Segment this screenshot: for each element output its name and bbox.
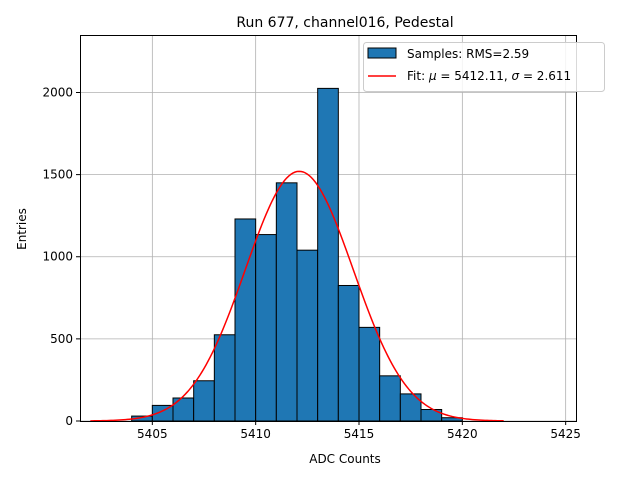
x-axis-ticks: 5405 5410 5415 5420 5425 [137, 421, 581, 441]
y-tick-label: 2000 [42, 85, 73, 99]
legend-samples-patch [367, 47, 397, 59]
histogram-bar [420, 409, 443, 422]
histogram-bar [337, 284, 360, 422]
y-axis-ticks: 0 500 1000 1500 2000 [42, 85, 80, 428]
histogram-bar [358, 326, 381, 422]
y-tick-label: 1000 [42, 250, 73, 264]
legend-fit-label: Fit: μ = 5412.11, σ = 2.611 [407, 69, 571, 83]
histogram-bar [317, 87, 339, 422]
histogram-bar [379, 375, 401, 422]
legend-fit-mu-value: = 5412.11, [437, 69, 512, 83]
y-tick-label: 0 [65, 414, 73, 428]
histogram-bar [172, 397, 195, 422]
x-tick-label: 5415 [344, 427, 375, 441]
y-tick-label: 500 [50, 332, 73, 346]
x-tick-label: 5420 [447, 427, 478, 441]
histogram-bar [255, 234, 277, 422]
histogram-bar [275, 182, 298, 422]
legend-fit-sigma-value: = 2.611 [519, 69, 571, 83]
legend-samples-label: Samples: RMS=2.59 [407, 47, 529, 61]
plot-frame [80, 35, 577, 422]
y-tick-label: 1500 [42, 168, 73, 182]
x-tick-label: 5405 [137, 427, 168, 441]
legend-box [363, 42, 605, 92]
legend: Samples: RMS=2.59 Fit: μ = 5412.11, σ = … [363, 42, 605, 92]
histogram-bar [213, 334, 236, 422]
histogram-bars [131, 87, 463, 422]
legend-fit-mu-symbol: μ [428, 69, 437, 83]
x-tick-label: 5410 [240, 427, 271, 441]
legend-fit-prefix: Fit: [407, 69, 429, 83]
histogram-bar [193, 380, 215, 422]
legend-fit-sigma-symbol: σ [512, 69, 520, 83]
x-axis-label: ADC Counts [309, 452, 381, 466]
x-tick-label: 5425 [550, 427, 581, 441]
y-axis-label: Entries [15, 208, 29, 250]
histogram-bar [296, 249, 319, 422]
chart-title: Run 677, channel016, Pedestal [236, 15, 453, 31]
gaussian-fit-line [90, 170, 504, 422]
